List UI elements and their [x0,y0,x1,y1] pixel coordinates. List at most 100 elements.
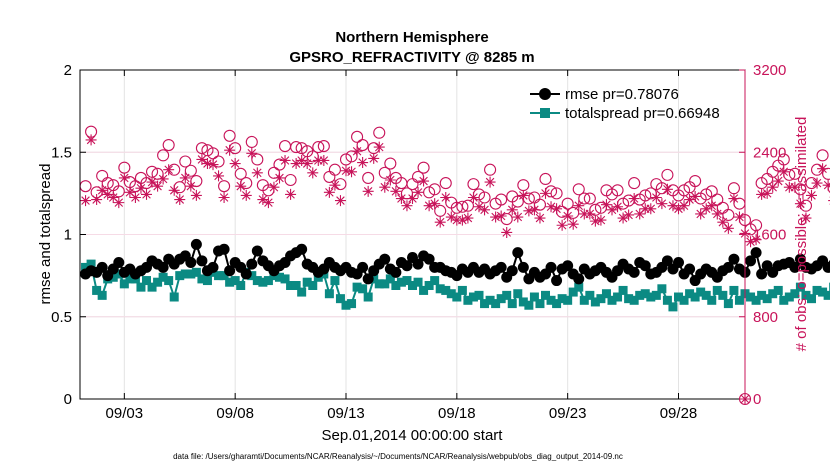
rmse-point [756,268,768,280]
possible-obs-point [234,167,247,180]
possible-obs-point [561,197,574,210]
assimilated-obs-point [207,159,219,171]
totalspread-point [768,289,778,299]
rmse-point [240,268,252,280]
chart-subtitle: GPSRO_REFRACTIVITY @ 8285 m [289,49,534,66]
possible-obs-point [317,140,330,153]
totalspread-point [180,269,190,279]
assimilated-obs-point [296,154,308,166]
possible-obs-point [384,157,397,170]
assimilated-obs-point [334,195,346,207]
possible-obs-point [689,174,702,188]
rmse-point [96,261,108,273]
totalspread-point [457,285,467,295]
assimilated-obs-point [606,204,618,216]
assimilated-obs-point [102,188,114,200]
assimilated-obs-point [562,210,574,222]
totalspread-point [286,280,296,290]
assimilated-obs-point [617,212,629,224]
assimilated-obs-point [473,201,485,213]
possible-obs-point [788,167,801,180]
rmse-point [362,273,374,285]
totalspread-point [590,297,600,307]
x-tick-label: 09/23 [549,405,587,422]
totalspread-point [468,292,478,302]
possible-obs-point [373,126,386,139]
totalspread-point [330,276,340,286]
totalspread-point [374,279,384,289]
possible-obs-point [195,142,208,155]
assimilated-obs-point [379,181,391,193]
totalspread-point [685,289,695,299]
assimilated-obs-point [163,164,175,176]
assimilated-obs-point [351,145,363,157]
rmse-point [517,261,529,273]
possible-obs-point [583,192,596,205]
assimilated-obs-point [584,208,596,220]
totalspread-point [507,299,517,309]
totalspread-point [363,292,373,302]
assimilated-obs-point [634,208,646,220]
rmse-point [495,261,507,273]
possible-obs-point [417,161,430,174]
assimilated-obs-point [96,184,108,196]
assimilated-obs-point [423,200,435,212]
assimilated-obs-point [706,200,718,212]
totalspread-point [729,285,739,295]
totalspread-point [258,277,268,287]
assimilated-obs-point [384,174,396,186]
assimilated-obs-point [695,208,707,220]
rmse-point [390,266,402,278]
assimilated-obs-point [733,211,745,223]
assimilated-obs-point [80,195,92,207]
possible-obs-point [184,164,197,177]
assimilated-obs-point [445,211,457,223]
assimilated-obs-point [495,210,507,222]
totalspread-point [214,271,224,281]
assimilated-obs-point [312,154,324,166]
rmse-point [722,261,734,273]
assimilated-obs-point [578,208,590,220]
totalspread-point [801,290,811,300]
assimilated-obs-point [501,226,513,238]
assimilated-obs-point [429,198,441,210]
totalspread-point [158,272,168,282]
totalspread-point [114,269,124,279]
totalspread-point [413,277,423,287]
totalspread-point [635,290,645,300]
y-tick-label: 1 [64,227,72,244]
assimilated-obs-point [595,214,607,226]
assimilated-obs-point [778,166,790,178]
assimilated-obs-point [401,200,413,212]
possible-obs-point [572,183,585,196]
totalspread-point [718,290,728,300]
assimilated-obs-point [179,172,191,184]
assimilated-obs-point [346,166,358,178]
assimilated-obs-point [440,191,452,203]
totalspread-point [696,287,706,297]
legend-totalspread-label: totalspread pr=0.66948 [565,105,720,122]
totalspread-point [380,279,390,289]
assimilated-obs-point [362,185,374,197]
rmse-point [379,253,391,265]
assimilated-obs-point [678,200,690,212]
right-axis-gridlines [80,151,745,318]
y2-tick-label: 2400 [753,144,786,161]
assimilated-obs-point [218,191,230,203]
assimilated-obs-point [390,185,402,197]
assimilated-obs-point [201,158,213,170]
totalspread-point [108,272,118,282]
assimilated-obs-point [794,198,806,210]
assimilated-obs-point [235,180,247,192]
y-tick-label: 2 [64,62,72,79]
totalspread-point [496,294,506,304]
totalspread-point [629,295,639,305]
possible-obs-point [439,177,452,190]
totalspread-point [92,285,102,295]
assimilated-obs-point [318,154,330,166]
possible-obs-point [456,200,469,213]
rmse-point [251,245,263,257]
assimilated-obs-point [689,190,701,202]
legend-rmse-marker [539,88,551,100]
totalspread-point [225,277,235,287]
